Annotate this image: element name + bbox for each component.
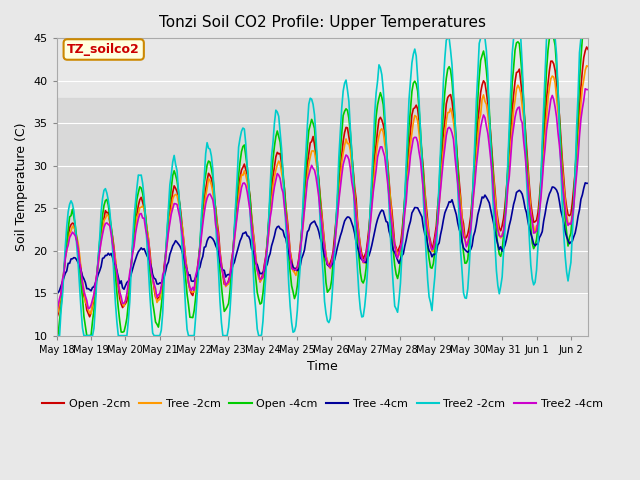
- Tree -2cm: [120, 303, 128, 309]
- Tree2 -4cm: [581, 86, 589, 92]
- Open -4cm: [584, 35, 592, 41]
- Open -4cm: [442, 75, 450, 81]
- Open -2cm: [584, 47, 592, 52]
- Open -4cm: [120, 329, 128, 335]
- Tree2 -2cm: [574, 92, 582, 98]
- Tree -4cm: [325, 263, 333, 269]
- Open -2cm: [324, 262, 332, 267]
- Open -2cm: [573, 148, 580, 154]
- Tree -2cm: [584, 64, 592, 70]
- Tree2 -2cm: [232, 200, 239, 206]
- Bar: [57, 97, 588, 293]
- Line: Tree -4cm: Tree -4cm: [57, 183, 588, 293]
- Tree -2cm: [583, 63, 591, 69]
- Tree2 -2cm: [584, 35, 592, 41]
- Tree2 -4cm: [324, 261, 332, 267]
- Line: Tree2 -4cm: Tree2 -4cm: [57, 89, 588, 311]
- Tree -2cm: [324, 258, 332, 264]
- Tree2 -4cm: [120, 300, 128, 306]
- Tree -4cm: [574, 214, 582, 219]
- Open -4cm: [140, 200, 148, 205]
- Text: TZ_soilco2: TZ_soilco2: [67, 43, 140, 56]
- Open -4cm: [53, 333, 61, 338]
- Tree -4cm: [584, 180, 592, 186]
- Tree2 -2cm: [120, 333, 128, 338]
- Tree -4cm: [53, 288, 61, 294]
- Y-axis label: Soil Temperature (C): Soil Temperature (C): [15, 122, 28, 251]
- Tree -4cm: [54, 290, 62, 296]
- Tree2 -2cm: [53, 333, 61, 338]
- Line: Tree2 -2cm: Tree2 -2cm: [57, 38, 588, 336]
- Open -4cm: [574, 111, 582, 117]
- Tree -4cm: [141, 249, 149, 255]
- Tree2 -4cm: [442, 132, 450, 138]
- Tree2 -2cm: [442, 37, 450, 43]
- Tree2 -4cm: [140, 216, 148, 221]
- Tree -2cm: [442, 119, 450, 124]
- Tree -2cm: [573, 163, 580, 169]
- Line: Open -4cm: Open -4cm: [57, 38, 588, 336]
- Open -2cm: [232, 212, 239, 217]
- Tree -2cm: [140, 206, 148, 212]
- Open -4cm: [324, 289, 332, 295]
- Tree -4cm: [122, 283, 129, 288]
- Tree2 -4cm: [53, 308, 61, 314]
- Tree -2cm: [53, 312, 61, 318]
- Tree2 -2cm: [140, 194, 148, 200]
- Legend: Open -2cm, Tree -2cm, Open -4cm, Tree -4cm, Tree2 -2cm, Tree2 -4cm: Open -2cm, Tree -2cm, Open -4cm, Tree -4…: [38, 395, 607, 414]
- Open -2cm: [442, 101, 450, 107]
- Tree -2cm: [232, 223, 239, 229]
- Open -2cm: [140, 204, 148, 210]
- Open -4cm: [545, 35, 553, 41]
- Tree2 -2cm: [444, 35, 452, 41]
- X-axis label: Time: Time: [307, 360, 338, 373]
- Tree2 -4cm: [584, 87, 592, 93]
- Line: Tree -2cm: Tree -2cm: [57, 66, 588, 315]
- Tree -4cm: [444, 203, 452, 209]
- Tree2 -4cm: [232, 225, 239, 230]
- Line: Open -2cm: Open -2cm: [57, 47, 588, 318]
- Open -4cm: [232, 205, 239, 211]
- Tree2 -4cm: [573, 171, 580, 177]
- Tree2 -2cm: [324, 318, 332, 324]
- Open -2cm: [583, 44, 591, 50]
- Title: Tonzi Soil CO2 Profile: Upper Temperatures: Tonzi Soil CO2 Profile: Upper Temperatur…: [159, 15, 486, 30]
- Open -2cm: [53, 315, 61, 321]
- Tree -4cm: [581, 180, 589, 186]
- Open -2cm: [120, 302, 128, 308]
- Tree -4cm: [234, 249, 241, 254]
